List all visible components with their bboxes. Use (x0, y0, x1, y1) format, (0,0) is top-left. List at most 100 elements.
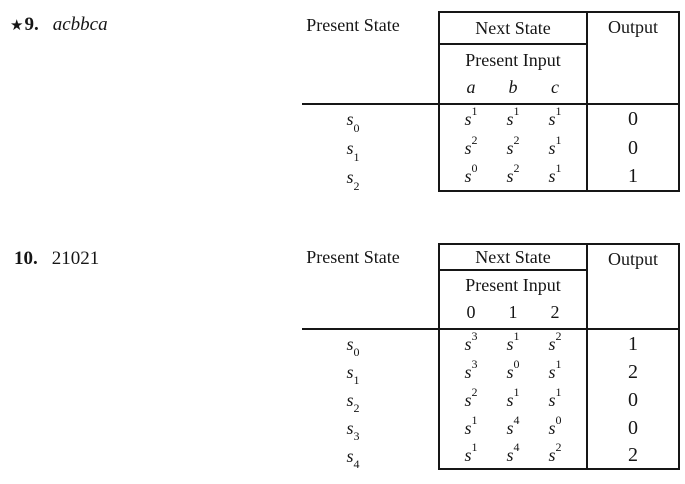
state-symbol: s (464, 444, 472, 465)
state-symbol: s (464, 389, 472, 410)
state-label: s2 (346, 389, 359, 415)
state-subscript: 4 (513, 439, 520, 454)
state-label: s3 (346, 418, 359, 443)
output-header: Output (588, 243, 680, 330)
state-symbol: s (346, 445, 354, 466)
present-state-cell: s1 (302, 134, 438, 163)
state-subscript: 2 (513, 133, 520, 147)
input-symbol-2: 2 (550, 301, 560, 322)
present-input-label: Present Input (465, 275, 561, 295)
state-subscript: 2 (471, 384, 478, 399)
present-state-header: Present State (302, 243, 438, 330)
state-symbol: s (506, 444, 514, 465)
state-symbol: s (548, 333, 556, 354)
state-subscript: 1 (471, 439, 478, 454)
problem-10-label: 10. 21021 (14, 247, 99, 270)
state-subscript: 3 (471, 328, 478, 343)
state-subscript: 1 (513, 104, 520, 118)
state-symbol: s (548, 138, 556, 158)
state-subscript: 2 (555, 439, 562, 454)
output-cell: 2 (588, 442, 680, 470)
star-icon: ★ (10, 18, 24, 34)
state-subscript: 2 (353, 178, 360, 193)
present-state-cell: s1 (302, 358, 438, 387)
state-subscript: 1 (471, 412, 478, 427)
state-symbol: s (506, 417, 514, 438)
output-header: Output (588, 11, 680, 105)
input-symbol-1: 1 (508, 301, 518, 322)
output-cell: 0 (588, 134, 680, 163)
state-symbol: s (346, 389, 354, 410)
state-symbol: s (464, 417, 472, 438)
output-cell: 1 (588, 163, 680, 192)
present-state-cell: s3 (302, 414, 438, 443)
output-header-label: Output (607, 249, 658, 269)
state-label: s2 (346, 167, 359, 192)
state-symbol: s (464, 109, 472, 129)
state-symbol: s (506, 138, 514, 158)
state-subscript: 1 (555, 161, 562, 175)
input-symbol-0: 0 (466, 301, 476, 322)
state-table-10: Present State Next State Present Input 0… (302, 243, 680, 470)
next-state-header: Next State Present Input 0 1 2 (438, 243, 588, 330)
state-label: s1 (346, 138, 359, 163)
output-cell: 0 (588, 105, 680, 134)
output-cell: 0 (588, 414, 680, 442)
state-subscript: 1 (353, 149, 360, 164)
problem-9-label: ★ 9. acbbca (10, 13, 108, 38)
state-subscript: 1 (555, 356, 562, 371)
state-symbol: s (506, 166, 514, 186)
input-symbol-b: b (508, 76, 518, 97)
present-state-header-label: Present State (306, 15, 400, 35)
present-state-cell: s0 (302, 105, 438, 134)
state-subscript: 4 (353, 457, 360, 472)
input-symbol-c: c (551, 76, 559, 97)
problem-9-number: 9. (24, 14, 39, 35)
state-subscript: 0 (555, 412, 562, 427)
state-symbol: s (346, 333, 354, 354)
state-label: s4 (346, 445, 359, 471)
state-subscript: 0 (353, 345, 360, 360)
state-symbol: s (346, 138, 354, 158)
present-state-header-label: Present State (306, 247, 400, 267)
state-symbol: s (548, 417, 556, 438)
state-label: s1 (346, 362, 359, 387)
state-subscript: 0 (513, 356, 520, 371)
problem-9-sequence: acbbca (52, 14, 108, 35)
state-symbol: s (506, 361, 514, 382)
output-cell: 1 (588, 330, 680, 358)
next-state-title: Next State (440, 13, 586, 45)
state-subscript: 1 (471, 104, 478, 118)
present-input-label: Present Input (465, 49, 561, 70)
output-header-label: Output (607, 17, 658, 37)
present-state-cell: s4 (302, 442, 438, 471)
problem-10-sequence: 21021 (51, 248, 100, 269)
state-subscript: 1 (555, 104, 562, 118)
state-subscript: 2 (471, 133, 478, 147)
state-subscript: 0 (353, 120, 360, 135)
state-symbol: s (548, 389, 556, 410)
